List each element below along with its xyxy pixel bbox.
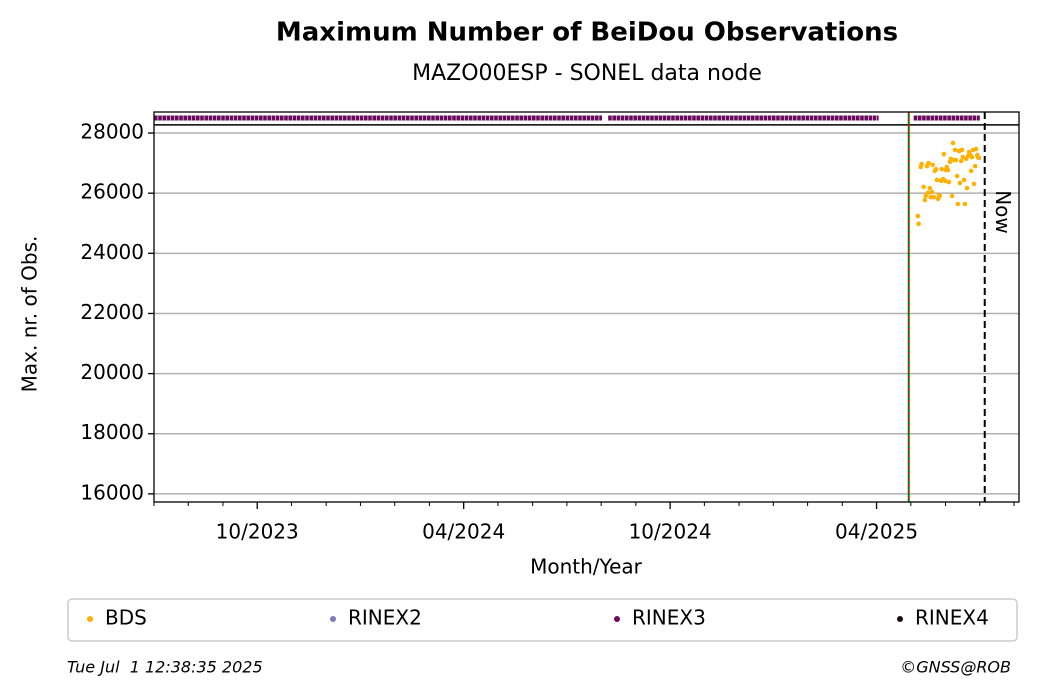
legend <box>67 598 1018 642</box>
y-tick-label: 18000 <box>80 420 144 444</box>
data-point <box>915 213 921 219</box>
x-axis-label: Month/Year <box>530 555 643 579</box>
data-point <box>925 190 931 196</box>
legend-label: BDS <box>105 606 147 630</box>
chart-title: Maximum Number of BeiDou Observations <box>276 18 898 48</box>
data-point <box>959 147 965 153</box>
data-point <box>958 158 964 164</box>
plot-frame <box>153 111 1020 503</box>
footer-date: Tue Jul 1 12:38:35 2025 <box>67 658 263 677</box>
x-tick-label: 10/2024 <box>629 520 712 544</box>
legend-marker <box>614 616 620 622</box>
data-point <box>934 177 940 183</box>
data-point <box>946 179 952 185</box>
data-point <box>926 160 931 166</box>
legend-marker <box>87 616 93 622</box>
x-tick-label: 04/2024 <box>422 520 505 544</box>
data-point <box>933 166 939 172</box>
data-point <box>922 197 928 203</box>
data-point <box>953 157 959 163</box>
data-point <box>957 180 963 186</box>
data-point <box>927 185 933 191</box>
data-point <box>931 194 937 200</box>
data-point <box>969 154 975 160</box>
x-tick-label: 10/2023 <box>216 520 299 544</box>
y-tick-label: 26000 <box>80 180 144 204</box>
data-point <box>964 185 970 191</box>
data-point <box>928 194 933 200</box>
y-tick-label: 20000 <box>80 360 144 384</box>
data-point <box>941 151 947 157</box>
y-tick-label: 22000 <box>80 300 144 324</box>
data-point <box>962 201 968 207</box>
chart-subtitle: MAZO00ESP - SONEL data node <box>412 61 762 86</box>
y-axis-label: Max. nr. of Obs. <box>18 236 42 393</box>
data-point <box>954 173 960 179</box>
data-point <box>955 201 961 207</box>
legend-marker <box>897 616 903 622</box>
footer-credit: ©GNSS@ROB <box>900 658 1011 677</box>
y-tick-label: 16000 <box>80 480 144 504</box>
legend-marker <box>330 616 336 622</box>
legend-label: RINEX3 <box>632 606 706 630</box>
data-point <box>949 193 955 199</box>
data-point <box>968 168 974 174</box>
data-point <box>972 163 978 169</box>
data-point <box>945 167 951 173</box>
data-point <box>921 184 926 190</box>
data-point <box>961 177 967 183</box>
y-tick-label: 28000 <box>80 120 144 144</box>
data-point <box>942 178 948 184</box>
data-point <box>930 162 936 168</box>
data-point <box>971 181 977 187</box>
data-point <box>976 155 982 161</box>
data-point <box>939 166 945 172</box>
data-point <box>916 221 921 227</box>
data-point <box>973 146 979 152</box>
data-point <box>937 193 943 199</box>
data-point <box>950 140 956 146</box>
legend-label: RINEX2 <box>348 606 422 630</box>
data-point <box>929 189 935 195</box>
x-tick-label: 04/2025 <box>835 520 918 544</box>
data-point <box>952 147 958 153</box>
data-point <box>919 161 924 167</box>
y-tick-label: 24000 <box>80 240 144 264</box>
legend-label: RINEX4 <box>915 606 989 630</box>
now-label: Now <box>991 190 1015 234</box>
